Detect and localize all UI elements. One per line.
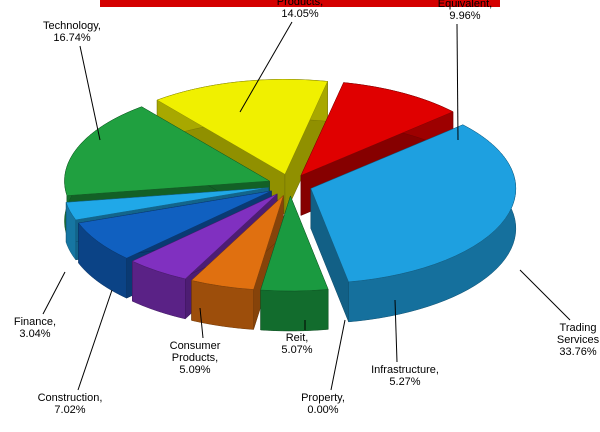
slice-top	[310, 124, 517, 283]
slice-label: Technology,	[43, 20, 101, 32]
slice-top	[131, 193, 278, 280]
leader-line	[199, 307, 204, 339]
slice-label: Cash &Equivalent,	[438, 0, 492, 10]
slice-label: Trading Services	[557, 322, 600, 346]
leader-line	[394, 299, 398, 363]
data-label: 33.76%	[559, 346, 597, 358]
slice-top	[260, 195, 329, 292]
label-line: Consumer	[170, 340, 221, 352]
slice-top	[78, 190, 272, 259]
label-line: Construction,	[38, 392, 103, 404]
label-line: Infrastructure,	[371, 364, 439, 376]
data-label: 5.27%	[389, 376, 420, 388]
leader-line	[330, 319, 346, 391]
data-label: 16.74%	[53, 32, 91, 44]
slice-outer-wall	[260, 289, 329, 332]
slice-top	[64, 106, 271, 196]
label-line: Reit,	[286, 332, 309, 344]
slice-top	[156, 79, 328, 175]
label-line: Products,	[277, 0, 323, 8]
leader-line	[79, 45, 101, 141]
data-label: 5.09%	[179, 364, 210, 376]
slice-label: Reit,	[286, 332, 309, 344]
leader-line	[239, 21, 293, 113]
slice-label: Infrastructure,	[371, 364, 439, 376]
data-label: 3.04%	[19, 328, 50, 340]
label-line: Services	[557, 334, 600, 346]
data-label: 9.96%	[449, 10, 480, 22]
pie-slice	[310, 124, 517, 323]
data-label: 0.00%	[307, 404, 338, 416]
leader-line	[42, 271, 66, 315]
slice-top	[191, 194, 284, 290]
slice-label: IndustrialProducts,	[277, 0, 323, 8]
pie-slice	[260, 195, 329, 332]
leader-line	[456, 23, 459, 141]
label-line: Technology,	[43, 20, 101, 32]
slice-top	[300, 82, 454, 176]
data-label: 5.07%	[281, 344, 312, 356]
title-band	[100, 0, 500, 7]
leader-line	[519, 269, 571, 321]
label-line: Equivalent,	[438, 0, 492, 10]
label-line: Finance,	[14, 316, 56, 328]
label-line: Trading	[560, 322, 597, 334]
label-line: Products,	[172, 352, 218, 364]
data-label: 14.05%	[281, 8, 319, 20]
data-label: 7.02%	[54, 404, 85, 416]
label-line: Property,	[301, 392, 345, 404]
leader-line	[77, 289, 113, 391]
slice-label: Construction,	[38, 392, 103, 404]
slice-label: Property,	[301, 392, 345, 404]
slice-label: Consumer Products,	[170, 340, 221, 364]
slice-label: Finance,	[14, 316, 56, 328]
slice-top	[65, 187, 269, 221]
